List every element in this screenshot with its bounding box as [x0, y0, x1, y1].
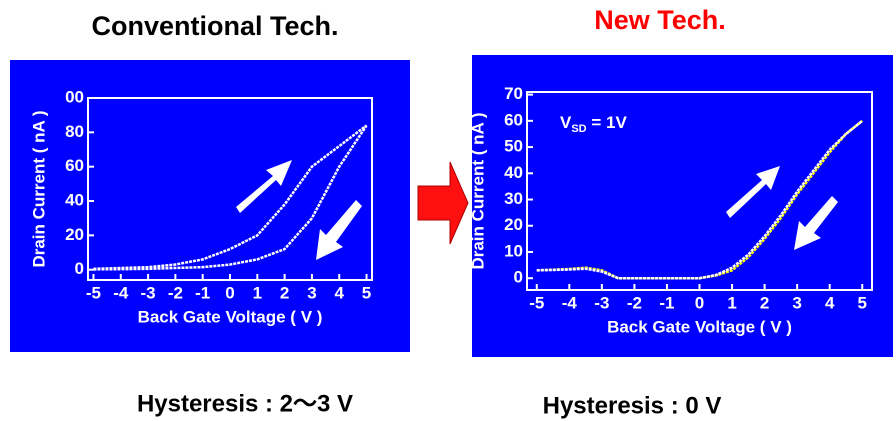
y-tick-label: 50 [504, 137, 523, 156]
data-line [536, 119, 864, 280]
x-tick-label: -2 [168, 283, 183, 302]
x-tick-label: -5 [86, 283, 101, 302]
x-tick-label: 4 [334, 283, 344, 302]
x-tick-label: 1 [253, 283, 262, 302]
x-tick-label: 3 [792, 293, 801, 312]
x-tick-label: -3 [141, 283, 156, 302]
x-tick-label: 2 [760, 293, 769, 312]
data-line [93, 124, 368, 271]
y-axis-label: Drain Current ( nA ) [468, 112, 487, 269]
x-tick-label: 4 [825, 293, 835, 312]
y-tick-label: 40 [65, 191, 84, 210]
x-tick-label: 3 [307, 283, 316, 302]
arrow [417, 161, 469, 245]
x-tick-label: -2 [627, 293, 642, 312]
data-line [93, 124, 368, 271]
x-tick-label: 0 [225, 283, 234, 302]
x-axis-label: Back Gate Voltage ( V ) [138, 307, 323, 326]
panel [472, 55, 893, 357]
panel [10, 60, 410, 352]
y-tick-label: 60 [504, 110, 523, 129]
y-tick-label: 20 [65, 225, 84, 244]
x-axis-label: Back Gate Voltage ( V ) [607, 317, 792, 336]
x-tick-label: 5 [362, 283, 371, 302]
y-tick-label: 0 [514, 268, 523, 287]
y-tick-label: 0 [75, 259, 84, 278]
y-tick-label: 10 [504, 241, 523, 260]
x-tick-label: -4 [113, 283, 129, 302]
annotation-part: SD [571, 123, 586, 135]
x-tick-label: 2 [280, 283, 289, 302]
x-tick-label: -3 [594, 293, 609, 312]
annotation-part: = 1V [587, 113, 628, 132]
x-tick-label: -1 [659, 293, 674, 312]
y-tick-label: 40 [504, 163, 523, 182]
annotation-part: V [560, 113, 572, 132]
x-tick-label: -5 [529, 293, 544, 312]
y-tick-label: 60 [65, 156, 84, 175]
x-tick-label: 0 [695, 293, 704, 312]
arrows [236, 160, 838, 260]
chart-title: New Tech. [594, 5, 726, 35]
x-tick-label: 1 [727, 293, 736, 312]
y-tick-label: 20 [504, 215, 523, 234]
y-tick-label: 70 [504, 84, 523, 103]
caption: Hysteresis : 2～3 V [137, 390, 353, 417]
y-tick-label: 30 [504, 189, 523, 208]
x-tick-label: -1 [195, 283, 210, 302]
chart-title: Conventional Tech. [91, 11, 338, 41]
annotation: VSD = 1V [560, 113, 627, 134]
y-axis-label: Drain Current ( nA ) [29, 110, 48, 267]
y-tick-label: 80 [65, 122, 84, 141]
x-tick-label: 5 [858, 293, 867, 312]
y-tick-label: 00 [65, 87, 84, 106]
x-tick-label: -4 [562, 293, 578, 312]
caption: Hysteresis : 0 V [543, 392, 722, 419]
